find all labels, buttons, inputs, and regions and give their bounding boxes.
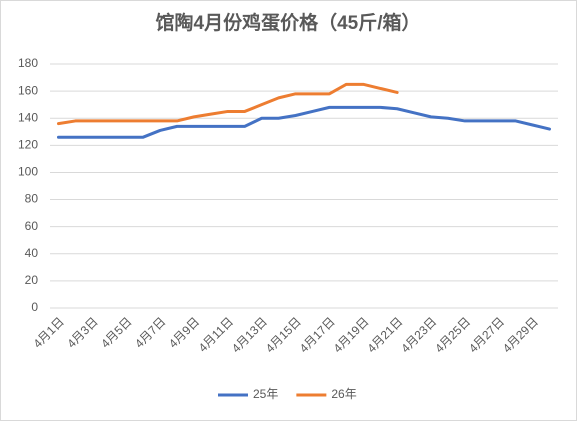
- series-line: [56, 82, 399, 126]
- y-tick-label: 140: [18, 110, 38, 124]
- y-tick-label: 180: [18, 56, 38, 70]
- y-tick-label: 20: [25, 273, 39, 287]
- chart-title: 馆陶4月份鸡蛋价格（45斤/箱）: [156, 11, 421, 34]
- y-tick-label: 0: [31, 300, 38, 314]
- y-tick-label: 40: [25, 246, 39, 260]
- y-tick-label: 100: [18, 165, 38, 179]
- y-tick-label: 80: [25, 192, 39, 206]
- y-tick-label: 60: [25, 219, 39, 233]
- y-tick-label: 120: [18, 138, 38, 152]
- legend-label: 25年: [253, 387, 278, 401]
- series-line: [56, 105, 552, 139]
- y-tick-label: 160: [18, 83, 38, 97]
- legend-label: 26年: [331, 387, 356, 401]
